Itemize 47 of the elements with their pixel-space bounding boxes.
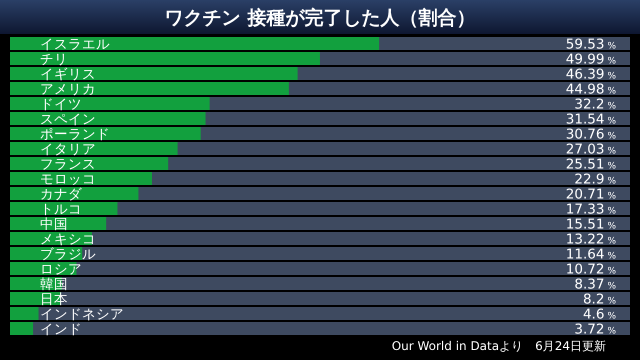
data-label: 46.39%: [566, 66, 616, 82]
y-tick-label: チリ: [40, 52, 68, 68]
data-label: 10.72%: [566, 262, 616, 278]
bar: [10, 322, 34, 335]
y-tick-label: インド: [40, 322, 82, 338]
text: Our World in Dataより 6月24日更新: [392, 339, 606, 353]
data-label: 32.2%: [574, 96, 616, 112]
bar: [10, 307, 39, 320]
data-label: 8.37%: [574, 276, 616, 292]
y-tick-label: インドネシア: [40, 306, 124, 322]
data-label: 44.98%: [566, 82, 616, 98]
y-tick-label: 日本: [40, 292, 68, 308]
data-label: 31.54%: [566, 112, 616, 128]
bar: [10, 172, 152, 185]
data-label: 13.22%: [566, 232, 616, 248]
bar: [10, 202, 118, 215]
data-label: 3.72%: [574, 322, 616, 338]
y-tick-label: イタリア: [40, 142, 96, 158]
data-label: 4.6%: [582, 306, 616, 322]
data-label: 30.76%: [566, 126, 616, 142]
y-tick-label: トルコ: [40, 202, 82, 218]
y-tick-label: ブラジル: [40, 246, 96, 262]
y-tick-label: メキシコ: [40, 232, 96, 248]
y-tick-label: 中国: [40, 216, 68, 232]
y-tick-label: ロシア: [40, 262, 82, 278]
y-tick-label: イギリス: [40, 66, 96, 82]
y-tick-label: イスラエル: [40, 36, 110, 52]
data-label: 15.51%: [566, 216, 616, 232]
data-label: 20.71%: [566, 186, 616, 202]
data-label: 11.64%: [566, 246, 616, 262]
y-tick-label: モロッコ: [40, 172, 96, 188]
data-label: 27.03%: [566, 142, 616, 158]
y-tick-label: アメリカ: [40, 82, 96, 98]
bar: [10, 187, 138, 200]
y-tick-label: ポーランド: [40, 126, 110, 142]
data-label: 8.2%: [582, 292, 616, 308]
y-tick-label: スペイン: [40, 112, 96, 128]
y-tick-label: ドイツ: [40, 96, 82, 112]
data-label: 49.99%: [566, 52, 616, 68]
data-label: 25.51%: [566, 156, 616, 172]
chart-title: ワクチン 接種が完了した人（割合）: [164, 7, 476, 29]
y-tick-label: 韓国: [40, 276, 68, 292]
data-label: 17.33%: [566, 202, 616, 218]
data-label: 59.53%: [566, 36, 616, 52]
data-label: 22.9%: [574, 172, 616, 188]
y-tick-label: カナダ: [40, 186, 83, 202]
y-tick-label: フランス: [40, 156, 96, 172]
